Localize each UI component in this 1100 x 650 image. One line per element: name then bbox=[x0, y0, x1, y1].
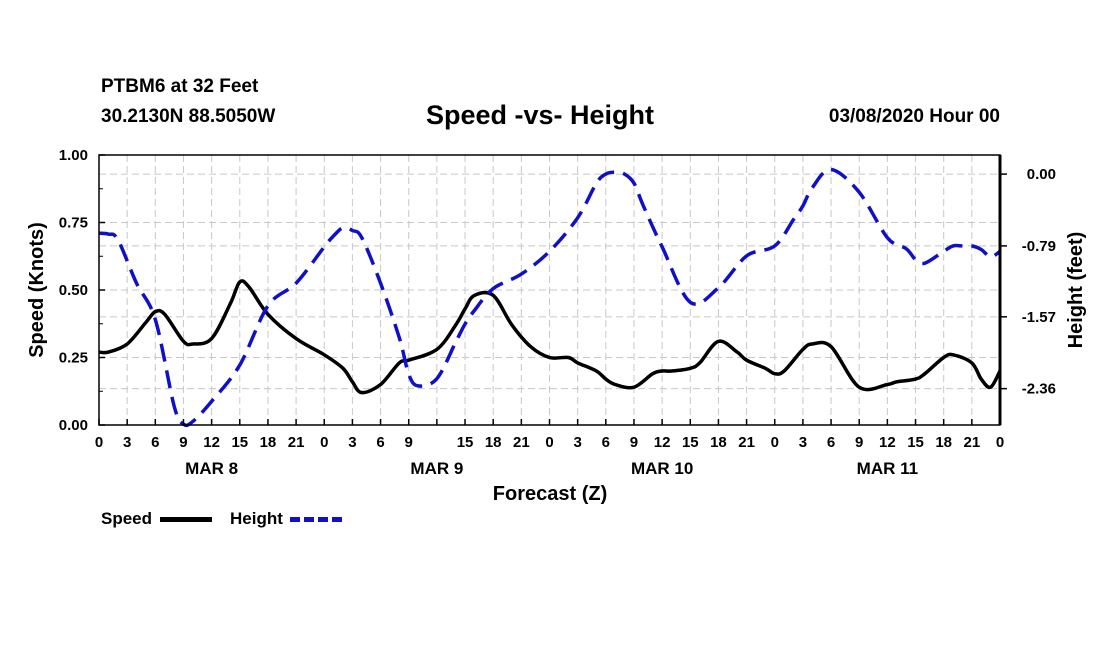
station-label: PTBM6 at 32 Feet bbox=[101, 76, 259, 97]
series-layer bbox=[98, 167, 1002, 428]
x-tick-label: 15 bbox=[682, 434, 699, 451]
x-tick-label: 21 bbox=[513, 434, 530, 451]
x-tick-label: 18 bbox=[260, 434, 277, 451]
x-tick-label: 6 bbox=[376, 434, 384, 451]
legend-speed-label: Speed bbox=[101, 509, 153, 528]
x-tick-label: 3 bbox=[799, 434, 807, 451]
x-tick-label: 15 bbox=[231, 434, 248, 451]
legend-height-label: Height bbox=[230, 509, 283, 528]
day-label: MAR 9 bbox=[410, 459, 463, 478]
x-tick-label: 6 bbox=[602, 434, 610, 451]
x-tick-label: 12 bbox=[654, 434, 671, 451]
forecast-datetime: 03/08/2020 Hour 00 bbox=[828, 106, 1000, 127]
x-axis-label: Forecast (Z) bbox=[493, 483, 607, 505]
x-tick-label: 3 bbox=[348, 434, 356, 451]
day-label: MAR 11 bbox=[857, 459, 918, 478]
x-tick-label: 21 bbox=[288, 434, 305, 451]
x-tick-label: 9 bbox=[405, 434, 413, 451]
x-tick-label: 12 bbox=[879, 434, 896, 451]
x-tick-label: 21 bbox=[964, 434, 981, 451]
x-tick-label: 0 bbox=[545, 434, 553, 451]
x-tick-label: 15 bbox=[907, 434, 924, 451]
x-tick-label: 6 bbox=[151, 434, 159, 451]
x-tick-label: 3 bbox=[573, 434, 581, 451]
coordinates-label: 30.2130N 88.5050W bbox=[101, 106, 276, 127]
x-tick-label: 3 bbox=[123, 434, 131, 451]
y-tick-label: 0.50 bbox=[59, 282, 88, 299]
x-tick-label: 0 bbox=[320, 434, 328, 451]
legend-height-swatch bbox=[290, 517, 342, 522]
day-label: MAR 10 bbox=[631, 459, 693, 478]
day-label: MAR 8 bbox=[185, 459, 238, 478]
y2-tick-label: -1.57 bbox=[1022, 309, 1056, 326]
x-tick-label: 18 bbox=[935, 434, 952, 451]
x-tick-label: 6 bbox=[827, 434, 835, 451]
y2-tick-label: 0.00 bbox=[1027, 166, 1056, 183]
y-tick-label: 0.75 bbox=[59, 215, 88, 232]
x-tick-label: 9 bbox=[630, 434, 638, 451]
y-tick-label: 1.00 bbox=[59, 147, 88, 164]
y-tick-label: 0.00 bbox=[59, 417, 88, 434]
x-tick-label: 12 bbox=[203, 434, 220, 451]
legend-speed-swatch bbox=[160, 517, 212, 522]
grid bbox=[99, 155, 1000, 425]
x-tick-label: 18 bbox=[710, 434, 727, 451]
y2-tick-label: -0.79 bbox=[1022, 238, 1056, 255]
y2-axis-label: Height (feet) bbox=[1065, 232, 1087, 349]
x-tick-label: 18 bbox=[485, 434, 502, 451]
x-tick-label: 0 bbox=[996, 434, 1004, 451]
x-tick-label: 21 bbox=[738, 434, 755, 451]
x-tick-label: 15 bbox=[457, 434, 474, 451]
x-tick-label: 9 bbox=[179, 434, 187, 451]
x-tick-label: 9 bbox=[855, 434, 863, 451]
axes: 0 3 6 9 12 15 18 21 0 3 6 9 15 18 21 0 3 6 9 12 15 18 21 0 3 6 9 12… bbox=[59, 147, 1056, 478]
y-axis-label: Speed (Knots) bbox=[26, 222, 48, 358]
y-tick-label: 0.25 bbox=[59, 350, 88, 367]
y2-tick-label: -2.36 bbox=[1022, 381, 1056, 398]
x-tick-label: 0 bbox=[771, 434, 779, 451]
series-line-height bbox=[98, 167, 1001, 428]
series-line-speed bbox=[98, 279, 1002, 395]
chart-title: Speed -vs- Height bbox=[426, 100, 655, 130]
x-tick-label: 0 bbox=[95, 434, 103, 451]
